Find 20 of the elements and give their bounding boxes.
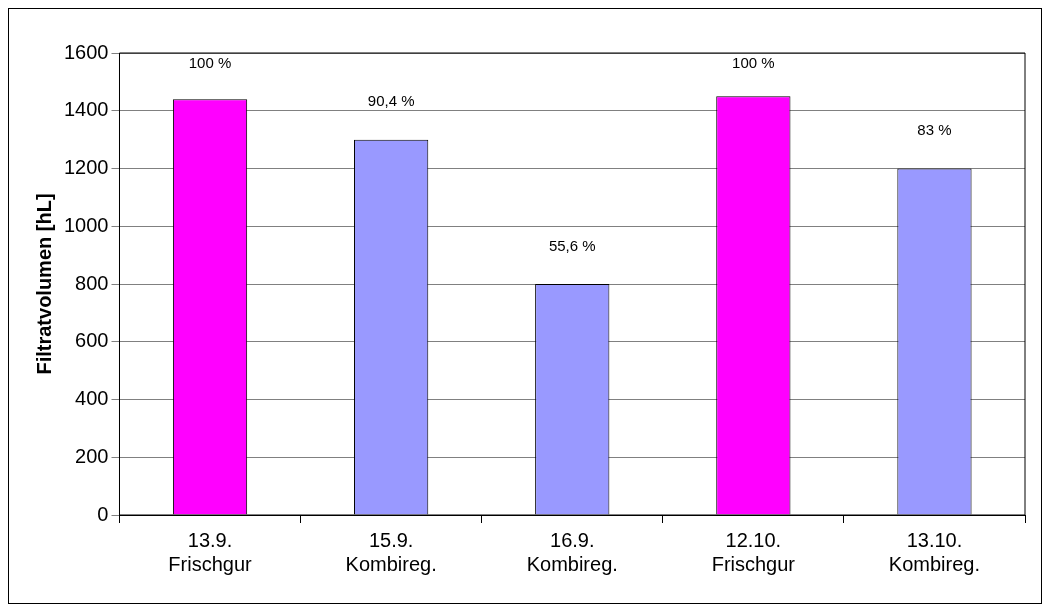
y-tick-label: 1200 (63, 156, 109, 179)
x-tick-label: 16.9. Kombireg. (526, 528, 618, 575)
annotation: 100 % (732, 53, 775, 71)
y-axis-title: Filtratvolumen [hL] (32, 193, 55, 375)
annotation: 100 % (188, 53, 232, 71)
y-tick-label: 400 (75, 387, 109, 410)
y-tick-label: 600 (75, 329, 109, 352)
annotation: 55,6 % (548, 236, 596, 254)
x-tick-label: 15.9. Kombireg. (345, 528, 437, 575)
y-tick-label: 800 (75, 271, 109, 294)
annotation: 83 % (917, 121, 952, 139)
x-tick-label: 13.10. Kombireg. (888, 528, 981, 575)
x-tick-label: 12.10. Frischgur (711, 528, 796, 575)
y-tick-label: 1000 (63, 213, 109, 236)
annotation: 90,4 % (367, 92, 415, 110)
y-tick-label: 1600 (63, 40, 109, 63)
y-tick-label: 1400 (63, 98, 109, 121)
y-tick-label: 0 (97, 502, 109, 525)
x-tick-label: 13.9. Frischgur (168, 528, 253, 575)
y-tick-label: 200 (75, 444, 109, 467)
